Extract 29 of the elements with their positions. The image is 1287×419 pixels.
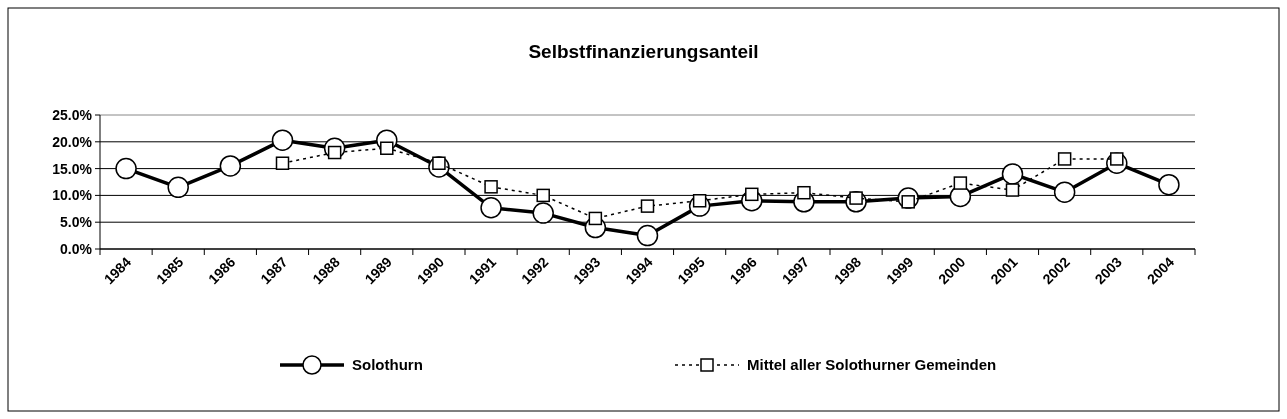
point xyxy=(271,129,294,151)
legend-label: Solothurn xyxy=(352,356,423,374)
y-tick-label: 15.0% xyxy=(52,160,93,177)
point xyxy=(275,156,290,170)
point xyxy=(484,180,498,194)
point xyxy=(380,141,394,155)
point xyxy=(640,199,655,213)
point xyxy=(115,157,137,180)
chart-title: Selbstfinanzierungsanteil xyxy=(528,41,759,62)
y-tick-label: 10.0% xyxy=(52,187,93,204)
legend-label: Mittel aller Solothurner Gemeinden xyxy=(747,356,997,374)
y-tick-label: 25.0% xyxy=(52,106,93,123)
point xyxy=(1053,181,1076,203)
point xyxy=(536,188,550,203)
point xyxy=(588,211,603,226)
point xyxy=(953,176,968,190)
point xyxy=(1001,163,1024,185)
point xyxy=(219,155,242,177)
y-tick-label: 5.0% xyxy=(60,214,93,231)
point xyxy=(167,176,189,199)
y-tick-label: 0.0% xyxy=(60,240,93,257)
point xyxy=(797,185,811,200)
point xyxy=(1158,173,1180,196)
point xyxy=(480,196,502,219)
y-tick-label: 20.0% xyxy=(52,133,93,150)
point xyxy=(532,202,554,224)
point xyxy=(1005,183,1020,197)
point xyxy=(636,224,659,247)
point xyxy=(1057,152,1072,166)
